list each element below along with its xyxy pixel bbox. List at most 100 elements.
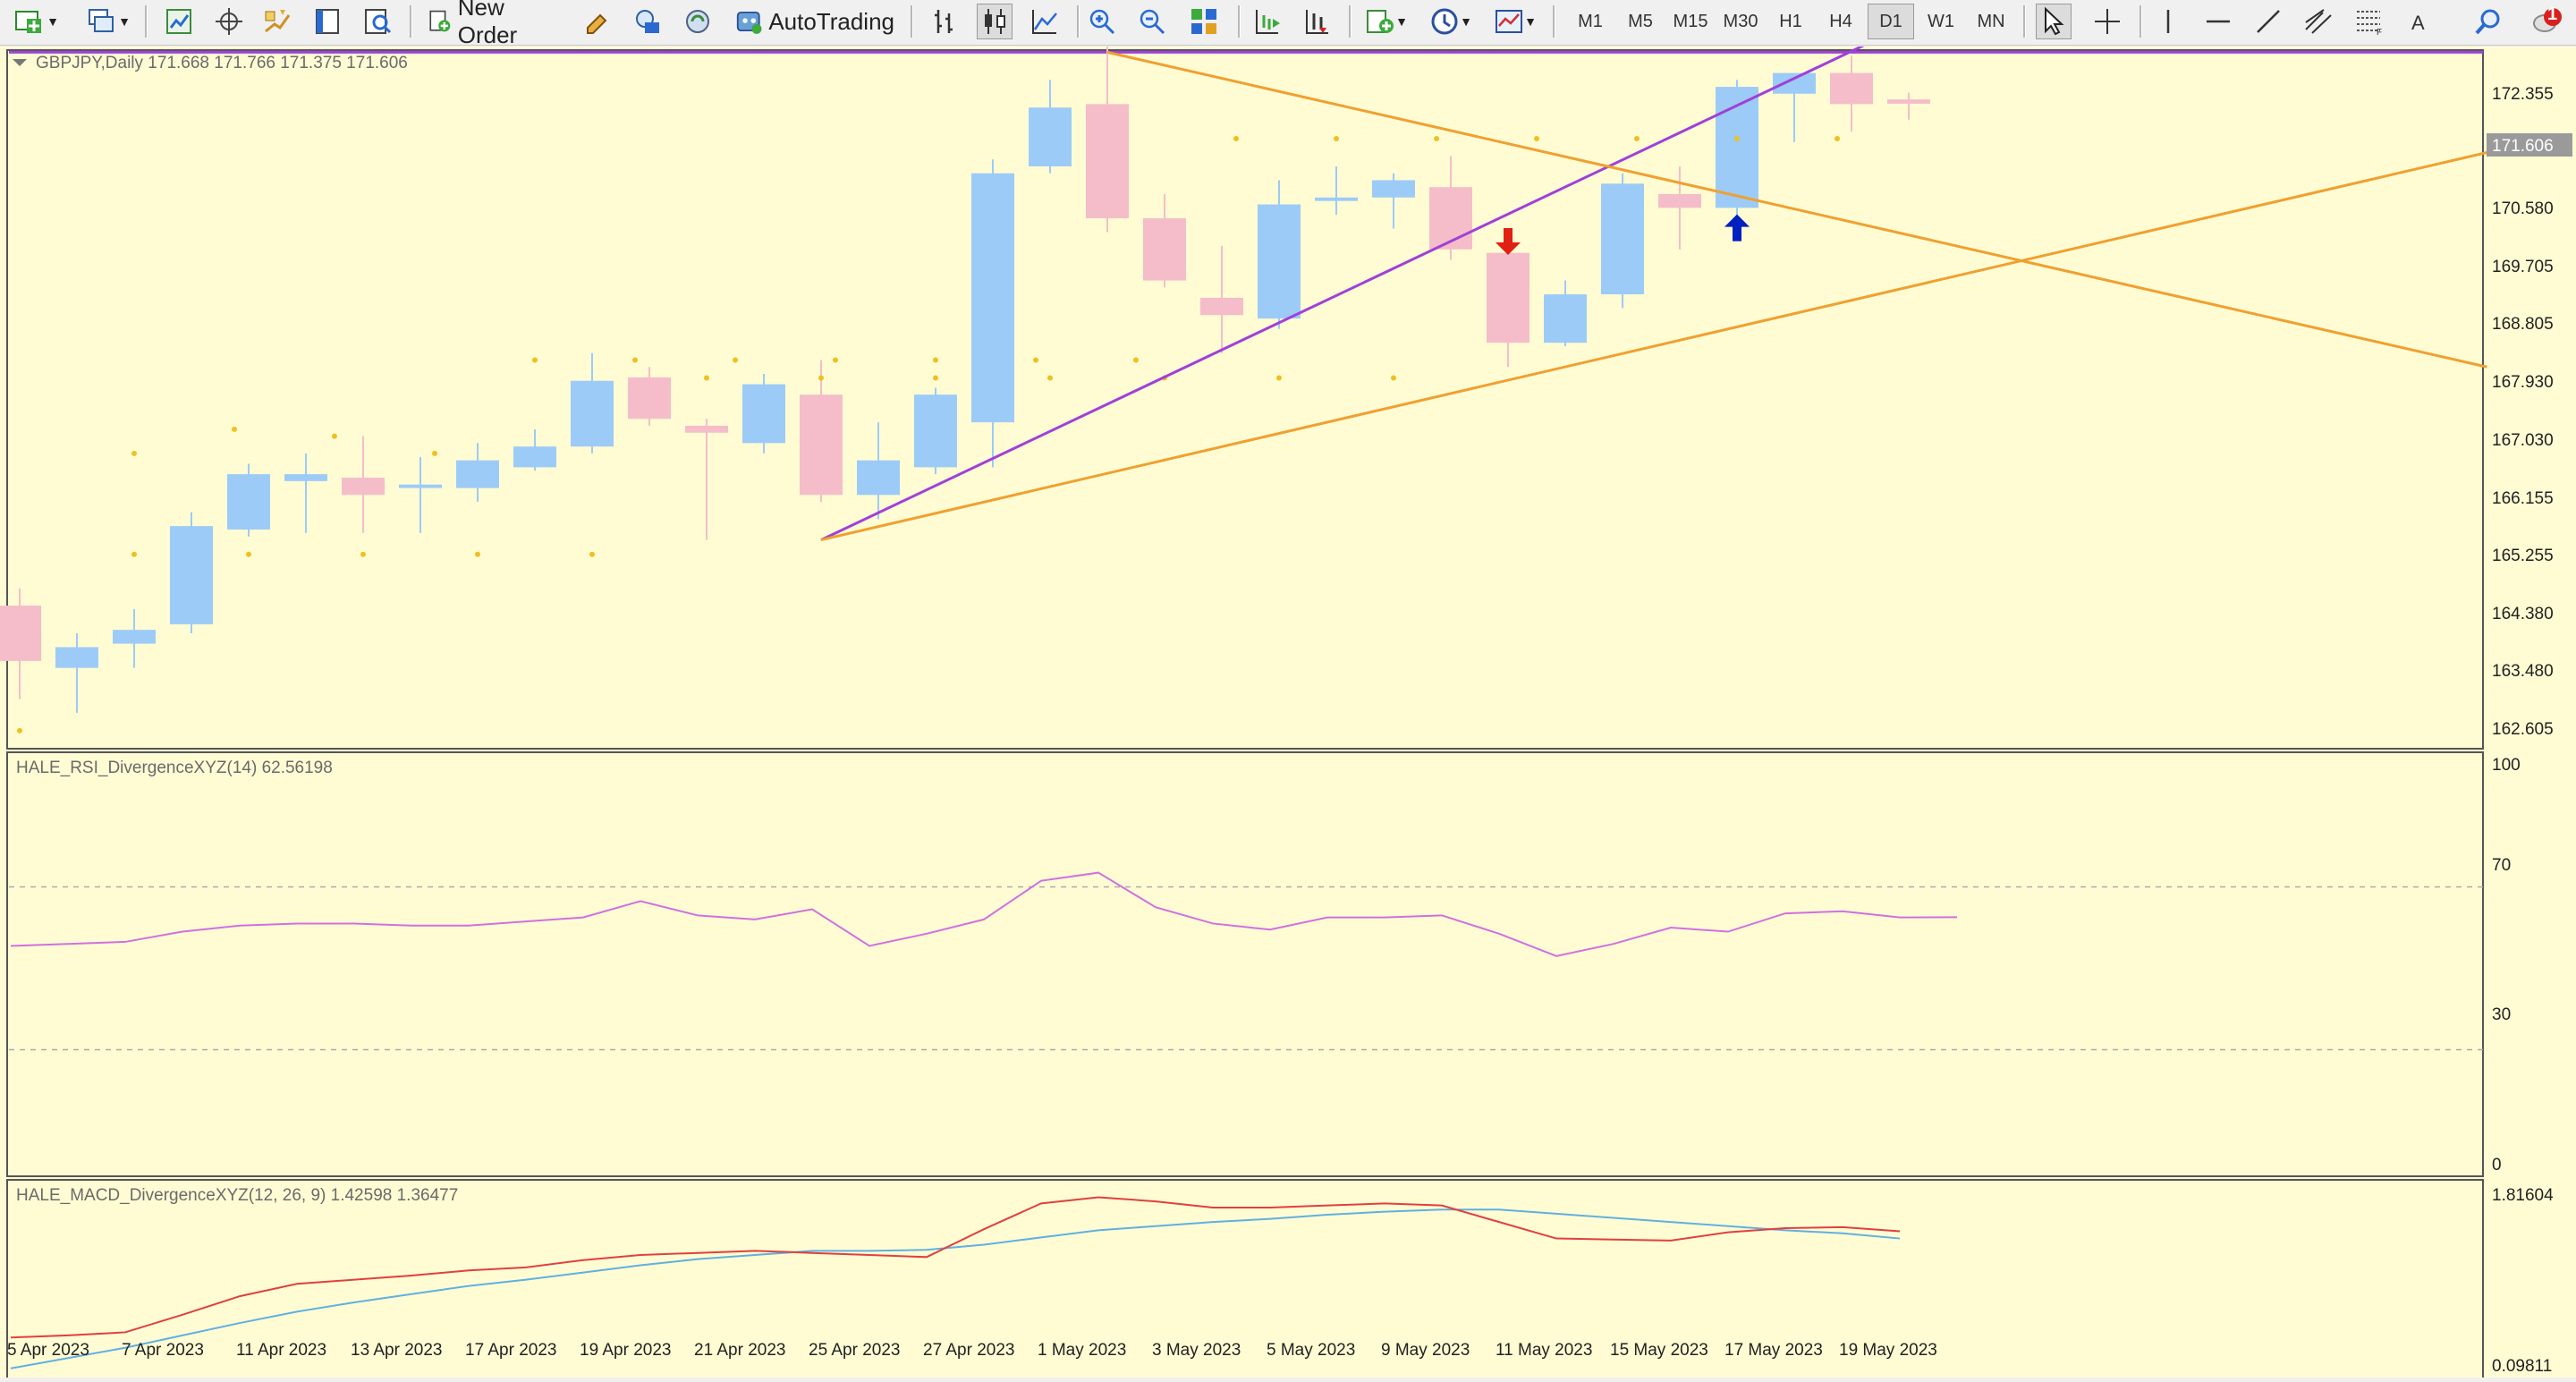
date-label: 15 May 2023 [1610,1341,1708,1360]
timeframe-w1[interactable]: W1 [1928,11,1954,31]
timeframe-m15[interactable]: M15 [1673,11,1708,31]
macd-max-label: 1.81604 [2492,1186,2554,1205]
timeframe-m30[interactable]: M30 [1723,11,1758,31]
zoom-in-icon[interactable] [1084,4,1120,39]
date-label: 5 Apr 2023 [7,1341,89,1360]
fractal-dot [232,426,237,432]
fractal-dot [475,551,480,557]
fractal-dot [818,375,824,381]
line-chart-icon[interactable] [1027,4,1063,39]
auto-scroll-icon[interactable] [1299,4,1335,39]
price-label: 167.930 [2492,373,2554,392]
timeframe-mn[interactable]: MN [1977,11,2005,31]
candle-body [1200,297,1243,316]
vertical-line-icon[interactable] [2150,4,2186,39]
date-label: 19 May 2023 [1839,1341,1937,1360]
collapse-arrow-icon[interactable] [13,59,27,66]
autotrading-button[interactable]: AutoTrading [730,4,900,39]
candle-body [971,173,1014,423]
timeframe-m5[interactable]: M5 [1628,11,1653,31]
strategy-tester-icon[interactable] [360,4,395,39]
fractal-dot [1033,357,1038,363]
candle-body [857,460,900,496]
navigator-icon[interactable] [259,4,295,39]
fractal-dot [1133,357,1139,363]
tile-windows-icon[interactable] [1186,4,1222,39]
macd-min-label: 0.09811 [2492,1357,2552,1376]
text-icon[interactable]: A [2401,4,2436,39]
fractal-dot [704,375,709,381]
metaeditor-icon[interactable] [580,4,615,39]
date-label: 9 May 2023 [1381,1341,1470,1360]
indicators-icon[interactable]: ▼ [1360,4,1413,39]
fractal-dot [332,433,337,439]
date-label: 21 Apr 2023 [694,1341,785,1360]
fractal-dot [589,551,595,557]
date-label: 13 Apr 2023 [351,1341,442,1360]
macd-info: HALE_MACD_DivergenceXYZ(12, 26, 9) 1.425… [16,1186,458,1205]
fractal-dot [1634,136,1640,142]
candle-body [342,477,385,496]
macd-panel[interactable] [10,1196,1901,1369]
candle-body [1887,99,1930,104]
fractal-dot [1047,375,1053,381]
candle-body [1315,197,1358,201]
rsi-panel[interactable] [9,871,2483,1051]
chart-shift-icon[interactable] [1249,4,1284,39]
terminal-icon[interactable] [309,4,345,39]
candle-body [685,425,728,433]
candle-body [1086,104,1129,218]
market-watch-icon[interactable] [161,4,197,39]
templates-icon[interactable]: ▼ [1488,4,1542,39]
cursor-icon[interactable] [2036,4,2072,39]
periods-clock-icon[interactable]: ▼ [1424,4,1478,39]
timeframe-m1[interactable]: M1 [1578,11,1603,31]
date-label: 27 Apr 2023 [923,1341,1014,1360]
date-axis: 5 Apr 2023 7 Apr 2023 11 Apr 2023 13 Apr… [7,1341,1937,1360]
profiles-button[interactable]: ▼ [80,4,136,39]
signals-icon[interactable] [630,4,665,39]
price-label: 163.480 [2492,662,2554,681]
chart-window[interactable]: GBPJPY,Daily 171.668 171.766 171.375 171… [0,33,2576,1379]
date-label: 7 Apr 2023 [122,1341,204,1360]
fractal-dot [1534,136,1539,142]
fractal-dot [432,450,437,456]
fractal-dot [1233,136,1239,142]
fractal-dot [933,357,938,363]
timeframe-d1[interactable]: D1 [1868,4,1914,39]
horizontal-line-icon[interactable] [2200,4,2236,39]
candle-body [1487,252,1530,343]
rsi-level-label: 70 [2492,856,2511,875]
macd-main-line [10,1196,1901,1339]
symbol-info: GBPJPY,Daily 171.668 171.766 171.375 171… [36,54,408,72]
fractal-dot [733,357,738,363]
trendline-icon[interactable] [2250,4,2286,39]
price-label: 164.380 [2492,605,2554,623]
buy-arrow-icon [1724,214,1750,242]
new-chart-button[interactable]: ▼ [9,4,64,39]
candle-body [227,474,270,530]
candle-body [1773,72,1816,94]
candle-body [1830,72,1873,105]
search-icon[interactable] [2470,4,2506,39]
sell-arrow-icon [1496,228,1521,256]
crosshair-move-icon[interactable] [211,4,247,39]
rsi-info: HALE_RSI_DivergenceXYZ(14) 62.56198 [16,759,333,777]
crosshair-icon[interactable] [2089,4,2125,39]
price-label: 162.605 [2492,720,2554,739]
market-icon[interactable] [680,4,716,39]
timeframe-h4[interactable]: H4 [1829,11,1852,31]
candlestick-chart-icon[interactable] [977,4,1013,39]
price-label: 169.705 [2492,258,2554,276]
fractal-dot [1835,136,1840,142]
new-order-button[interactable]: New Order [422,0,567,48]
notifications-icon[interactable]: 1 [2524,4,2571,39]
fibonacci-icon[interactable]: F [2351,4,2386,39]
timeframe-h1[interactable]: H1 [1779,11,1802,31]
channel-icon[interactable] [2301,4,2336,39]
fractal-dot [131,551,137,557]
current-price-box [2487,133,2572,157]
price-panel[interactable] [0,33,2487,733]
bar-chart-icon[interactable] [927,4,962,39]
zoom-out-icon[interactable] [1134,4,1170,39]
